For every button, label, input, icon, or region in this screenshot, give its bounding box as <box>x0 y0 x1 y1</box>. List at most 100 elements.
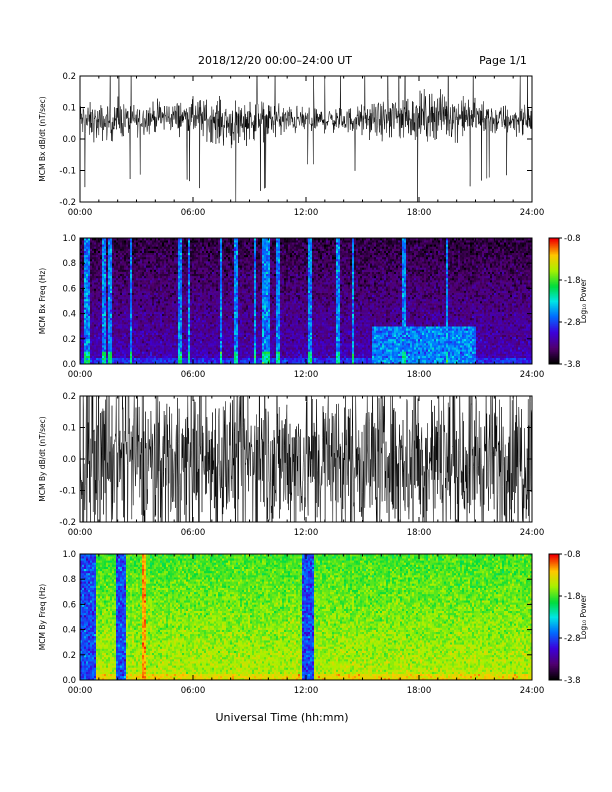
heatmap-cell <box>102 242 105 245</box>
heatmap-cell <box>134 338 137 342</box>
heatmap-cell <box>140 256 143 260</box>
heatmap-cell <box>90 359 93 363</box>
heatmap-cell <box>186 347 189 350</box>
heatmap-cell <box>182 294 185 298</box>
heatmap-cell <box>184 240 187 243</box>
heatmap-cell <box>220 338 223 342</box>
heatmap-cell <box>82 355 85 358</box>
heatmap-cell <box>132 330 135 333</box>
heatmap-cell <box>120 244 123 247</box>
heatmap-cell <box>158 326 161 329</box>
heatmap-cell <box>122 275 125 279</box>
heatmap-cell <box>154 273 157 277</box>
heatmap-cell <box>238 311 241 314</box>
heatmap-cell <box>150 326 153 329</box>
heatmap-cell <box>96 256 99 260</box>
heatmap-cell <box>130 313 133 316</box>
heatmap-cell <box>102 347 105 350</box>
heatmap-cell <box>146 240 149 243</box>
heatmap-cell <box>192 311 195 314</box>
heatmap-cell <box>80 282 83 285</box>
colorbar-segment <box>549 310 559 313</box>
heatmap-cell <box>206 336 209 340</box>
heatmap-cell <box>184 336 187 340</box>
heatmap-cell <box>100 338 103 342</box>
heatmap-cell <box>116 246 119 249</box>
heatmap-cell <box>238 265 241 268</box>
heatmap-cell <box>160 301 163 304</box>
heatmap-cell <box>148 326 151 329</box>
heatmap-cell <box>194 284 197 287</box>
heatmap-cell <box>174 322 177 325</box>
heatmap-cell <box>164 269 167 272</box>
heatmap-cell <box>204 353 207 356</box>
heatmap-cell <box>240 301 243 304</box>
heatmap-cell <box>90 343 93 346</box>
heatmap-cell <box>122 357 125 361</box>
heatmap-cell <box>164 309 167 312</box>
heatmap-cell <box>154 248 157 251</box>
heatmap-cell <box>146 265 149 268</box>
colorbar-segment <box>549 362 559 365</box>
heatmap-cell <box>176 242 179 245</box>
heatmap-cell <box>84 265 87 268</box>
heatmap-cell <box>86 359 89 363</box>
heatmap-cell <box>110 238 113 241</box>
heatmap-cell <box>110 349 113 352</box>
heatmap-cell <box>228 286 231 289</box>
heatmap-cell <box>182 305 185 308</box>
heatmap-cell <box>138 292 141 295</box>
heatmap-cell <box>236 334 239 337</box>
heatmap-cell <box>238 280 241 283</box>
heatmap-cell <box>192 280 195 283</box>
heatmap-cell <box>198 250 201 253</box>
heatmap-cell <box>90 298 93 302</box>
heatmap-cell <box>92 277 95 281</box>
heatmap-cell <box>112 303 115 306</box>
heatmap-cell <box>216 334 219 337</box>
heatmap-cell <box>82 244 85 247</box>
heatmap-cell <box>90 305 93 308</box>
heatmap-cell <box>140 240 143 243</box>
heatmap-cell <box>82 326 85 329</box>
heatmap-cell <box>186 294 189 298</box>
heatmap-cell <box>232 267 235 270</box>
heatmap-cell <box>144 326 147 329</box>
heatmap-cell <box>200 275 203 279</box>
heatmap-cell <box>208 282 211 285</box>
heatmap-cell <box>90 307 93 310</box>
heatmap-cell <box>136 254 139 258</box>
heatmap-cell <box>92 265 95 268</box>
heatmap-cell <box>196 307 199 310</box>
heatmap-cell <box>154 296 157 300</box>
heatmap-cell <box>204 265 207 268</box>
heatmap-cell <box>124 286 127 289</box>
heatmap-cell <box>132 256 135 260</box>
heatmap-cell <box>196 340 199 344</box>
heatmap-cell <box>106 259 109 262</box>
heatmap-cell <box>164 353 167 356</box>
heatmap-cell <box>118 330 121 333</box>
heatmap-cell <box>200 351 203 354</box>
heatmap-cell <box>230 286 233 289</box>
heatmap-cell <box>184 263 187 266</box>
heatmap-cell <box>126 292 129 295</box>
heatmap-cell <box>196 338 199 342</box>
heatmap-cell <box>98 303 101 306</box>
heatmap-cell <box>204 292 207 295</box>
heatmap-cell <box>98 336 101 340</box>
heatmap-cell <box>180 265 183 268</box>
heatmap-cell <box>106 244 109 247</box>
heatmap-cell <box>98 305 101 308</box>
heatmap-cell <box>236 265 239 268</box>
heatmap-cell <box>170 284 173 287</box>
heatmap-cell <box>132 240 135 243</box>
heatmap-cell <box>232 334 235 337</box>
heatmap-cell <box>216 357 219 361</box>
heatmap-cell <box>156 261 159 264</box>
heatmap-cell <box>86 338 89 342</box>
heatmap-cell <box>166 317 169 321</box>
heatmap-cell <box>210 334 213 337</box>
heatmap-cell <box>128 322 131 325</box>
heatmap-cell <box>222 282 225 285</box>
